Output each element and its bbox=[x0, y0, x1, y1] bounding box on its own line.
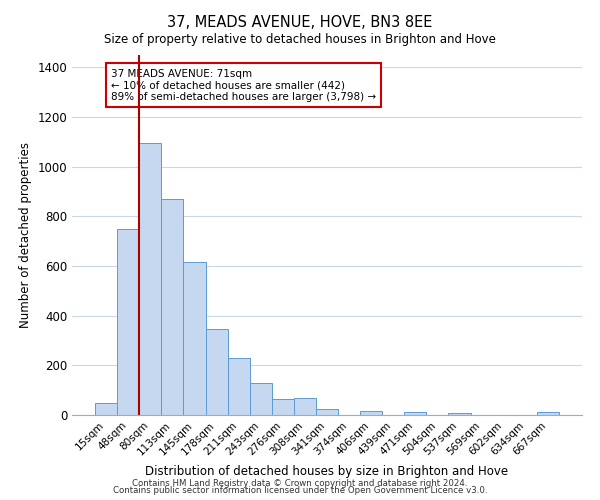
Bar bbox=[161, 200, 184, 415]
Text: Contains public sector information licensed under the Open Government Licence v3: Contains public sector information licen… bbox=[113, 486, 487, 495]
Bar bbox=[95, 402, 117, 415]
Bar bbox=[360, 410, 382, 415]
Text: Size of property relative to detached houses in Brighton and Hove: Size of property relative to detached ho… bbox=[104, 32, 496, 46]
Bar bbox=[448, 412, 470, 415]
X-axis label: Distribution of detached houses by size in Brighton and Hove: Distribution of detached houses by size … bbox=[145, 465, 509, 478]
Bar bbox=[250, 382, 272, 415]
Bar bbox=[272, 400, 294, 415]
Text: 37, MEADS AVENUE, HOVE, BN3 8EE: 37, MEADS AVENUE, HOVE, BN3 8EE bbox=[167, 15, 433, 30]
Bar bbox=[294, 398, 316, 415]
Bar bbox=[206, 328, 227, 415]
Text: 37 MEADS AVENUE: 71sqm
← 10% of detached houses are smaller (442)
89% of semi-de: 37 MEADS AVENUE: 71sqm ← 10% of detached… bbox=[111, 68, 376, 102]
Bar bbox=[184, 262, 206, 415]
Text: Contains HM Land Registry data © Crown copyright and database right 2024.: Contains HM Land Registry data © Crown c… bbox=[132, 478, 468, 488]
Bar bbox=[404, 412, 427, 415]
Y-axis label: Number of detached properties: Number of detached properties bbox=[19, 142, 32, 328]
Bar bbox=[316, 410, 338, 415]
Bar bbox=[117, 229, 139, 415]
Bar bbox=[227, 358, 250, 415]
Bar bbox=[537, 412, 559, 415]
Bar bbox=[139, 143, 161, 415]
